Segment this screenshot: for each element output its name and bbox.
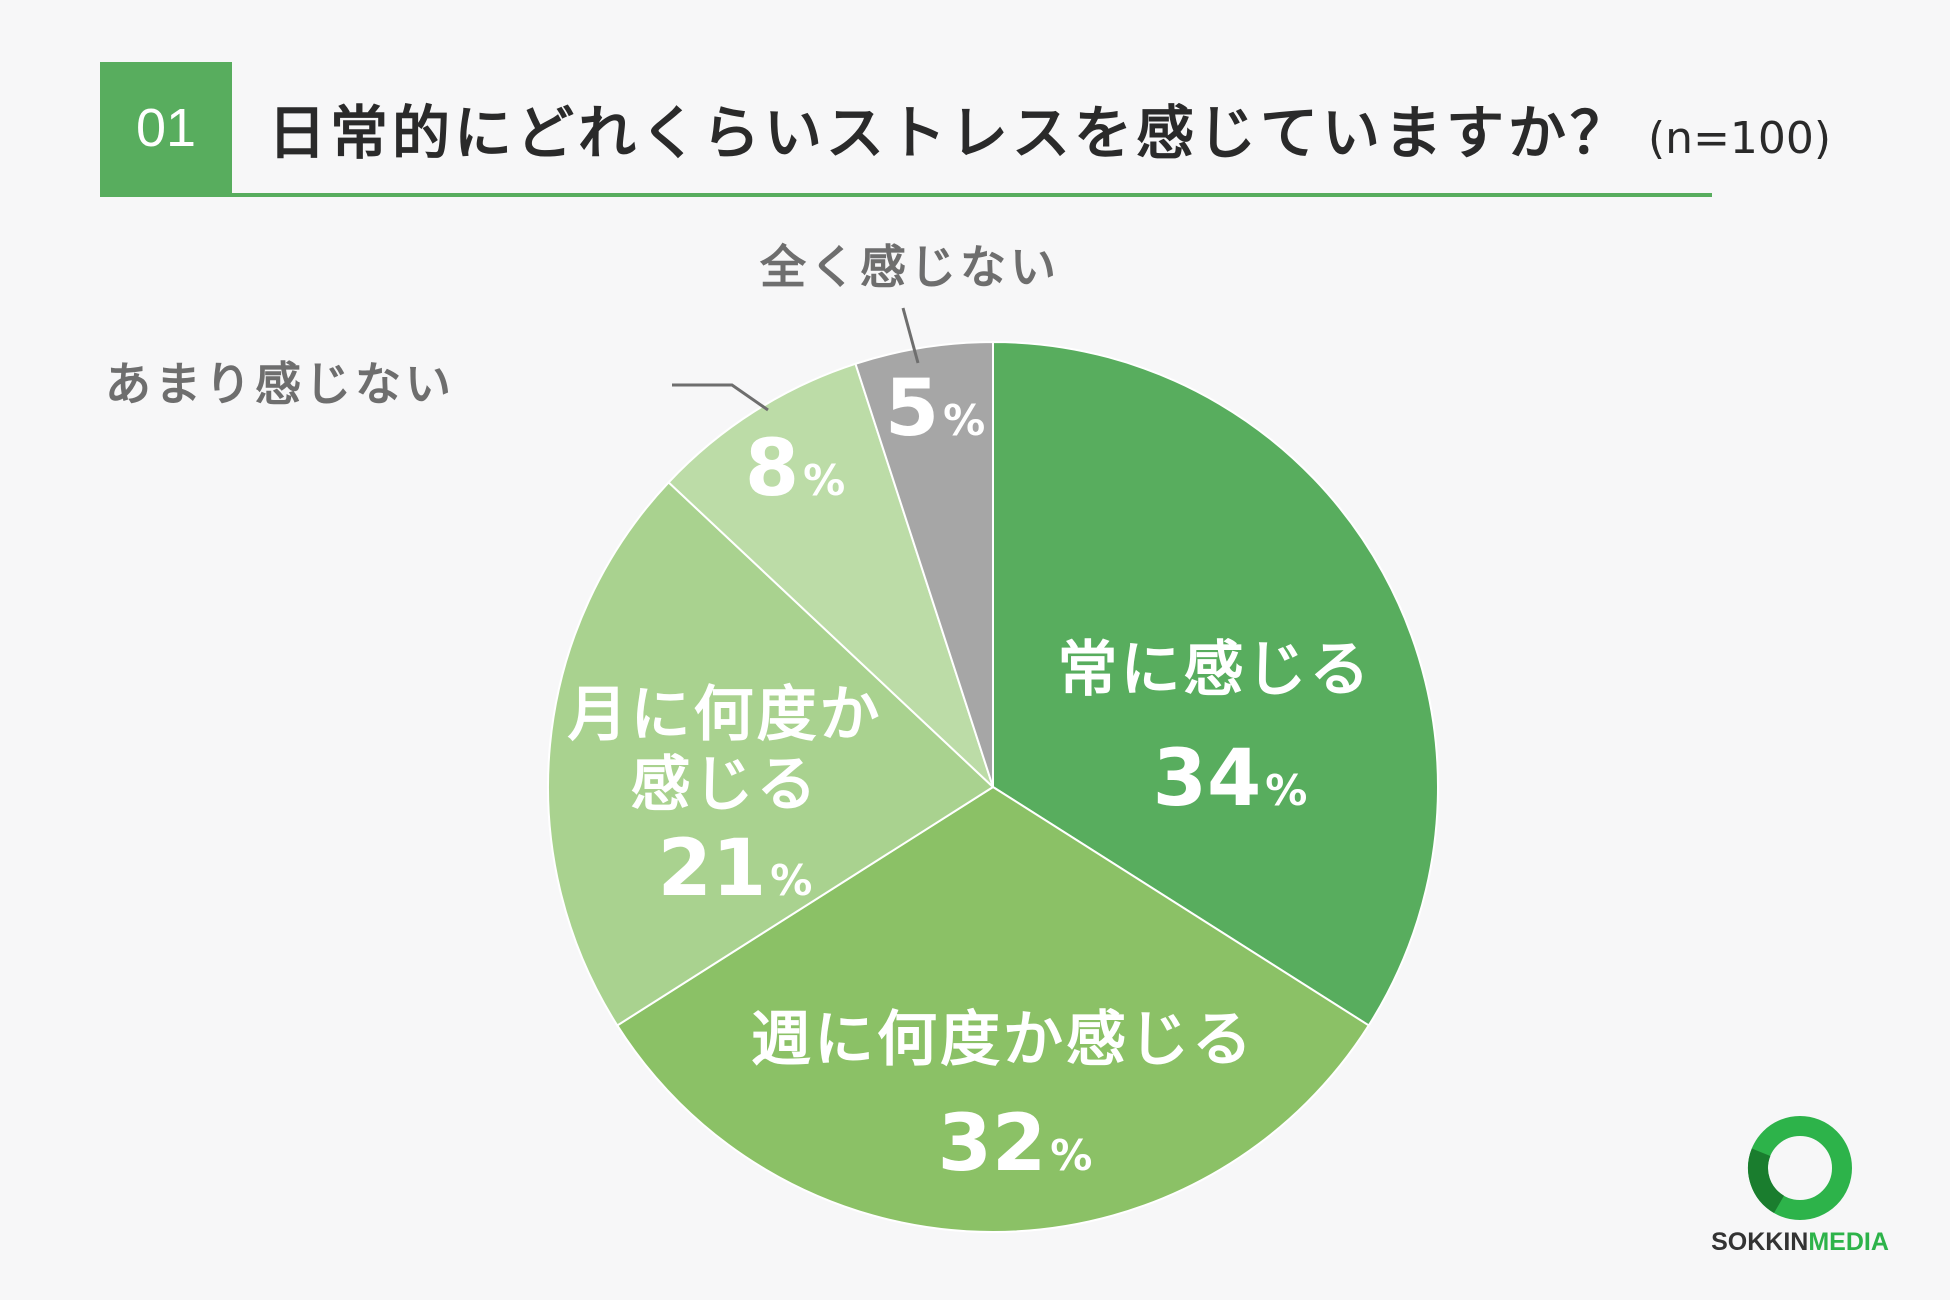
pie-slice-2 <box>547 480 995 1027</box>
slice-value-1: 32% <box>938 1099 1093 1189</box>
slice-value-0: 34% <box>1153 734 1308 824</box>
leader-line-4 <box>901 307 920 364</box>
pie-slice-3 <box>667 362 994 788</box>
chart-title: 日常的にどれくらいストレスを感じていますか？ (n=100) <box>268 86 1831 170</box>
slice-label-2: 月に何度か <box>568 680 883 750</box>
pie-slice-1 <box>615 785 1371 1233</box>
ring-logo-icon <box>1748 1116 1852 1220</box>
slice-label-1: 週に何度か感じる <box>751 1005 1255 1075</box>
slice-label-2: 感じる <box>631 750 820 820</box>
chart-title-text: 日常的にどれくらいストレスを感じていますか？ <box>268 99 1633 167</box>
sample-size-label: (n=100) <box>1648 113 1832 164</box>
sokkin-media-logo: SOKKINMEDIA <box>1690 1110 1910 1260</box>
slice-label-3: あまり感じない <box>105 357 455 411</box>
header-underline <box>100 193 1712 197</box>
pie-slice-0 <box>992 340 1439 1027</box>
chart-header: 01 日常的にどれくらいストレスを感じていますか？ (n=100) <box>100 62 1831 197</box>
question-number-badge: 01 <box>100 62 232 194</box>
leader-line-3 <box>672 383 769 412</box>
logo-text-light: MEDIA <box>1808 1228 1889 1256</box>
pie-slice-4 <box>854 340 994 788</box>
slice-label-0: 常に感じる <box>1058 635 1373 705</box>
slice-value-3: 8% <box>745 424 845 514</box>
logo-wordmark: SOKKINMEDIA <box>1690 1228 1910 1257</box>
logo-text-bold: SOKKIN <box>1711 1228 1809 1256</box>
slice-value-4: 5% <box>885 364 985 454</box>
slice-value-2: 21% <box>658 824 813 914</box>
slice-label-4: 全く感じない <box>759 240 1060 294</box>
